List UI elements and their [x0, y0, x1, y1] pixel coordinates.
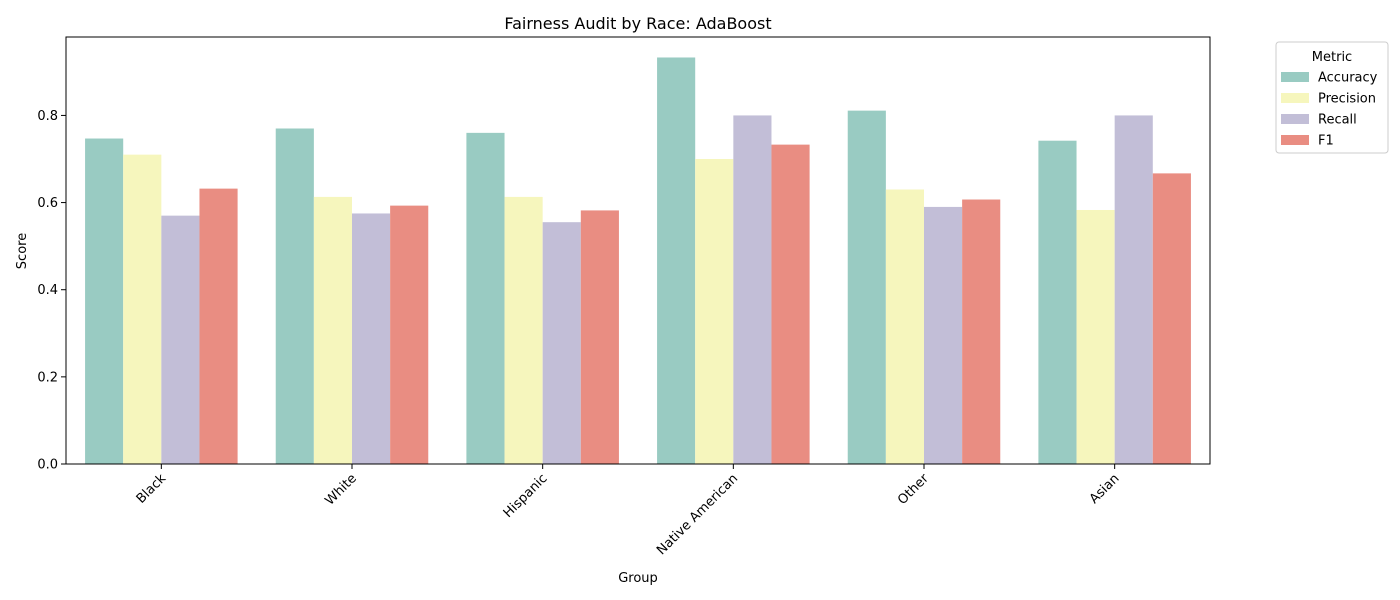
- legend-swatch-precision: [1281, 93, 1309, 103]
- x-tick-label: Asian: [1087, 471, 1123, 507]
- legend-label-recall: Recall: [1318, 113, 1357, 128]
- bar-native-american-precision: [695, 159, 734, 464]
- bar-hispanic-recall: [542, 222, 581, 464]
- bar-asian-accuracy: [1038, 140, 1077, 464]
- bar-hispanic-accuracy: [466, 132, 505, 464]
- x-tick-label: Other: [895, 471, 932, 508]
- legend-items: Accuracy Precision Recall F1: [1281, 71, 1378, 149]
- bar-black-precision: [123, 154, 162, 464]
- legend-swatch-f1: [1281, 135, 1309, 145]
- bar-native-american-recall: [733, 115, 772, 464]
- y-tick-label: 0.8: [37, 109, 58, 124]
- bar-asian-recall: [1114, 115, 1153, 464]
- bar-other-recall: [924, 206, 963, 464]
- bar-black-recall: [161, 215, 200, 464]
- x-axis-label: Group: [618, 571, 658, 586]
- legend-label-f1: F1: [1318, 134, 1334, 149]
- y-axis-label: Score: [15, 233, 30, 269]
- x-tick-label: Black: [134, 471, 170, 507]
- bar-native-american-accuracy: [657, 57, 696, 464]
- y-tick-label: 0.6: [37, 196, 58, 211]
- legend-swatch-accuracy: [1281, 72, 1309, 82]
- y-axis: 0.0 0.2 0.4 0.6 0.8: [37, 109, 66, 473]
- bar-other-precision: [885, 189, 924, 464]
- y-tick-label: 0.0: [37, 458, 58, 473]
- bar-white-recall: [352, 213, 391, 464]
- legend-title: Metric: [1312, 50, 1352, 65]
- legend-label-precision: Precision: [1318, 92, 1376, 107]
- legend-swatch-recall: [1281, 114, 1309, 124]
- x-tick-label: Native American: [654, 471, 741, 558]
- y-tick-label: 0.4: [37, 283, 58, 298]
- bar-hispanic-precision: [504, 196, 543, 464]
- x-tick-label: White: [322, 471, 359, 508]
- legend-label-accuracy: Accuracy: [1318, 71, 1378, 86]
- bar-other-accuracy: [847, 110, 886, 464]
- bar-hispanic-f1: [580, 210, 619, 464]
- bar-native-american-f1: [771, 144, 810, 464]
- bars-layer: [85, 57, 1191, 464]
- plot-frame: [65, 36, 1211, 465]
- bar-black-accuracy: [85, 138, 124, 464]
- chart-title: Fairness Audit by Race: AdaBoost: [504, 14, 771, 33]
- bar-white-f1: [390, 205, 429, 464]
- bar-white-accuracy: [275, 128, 314, 464]
- legend: Metric Accuracy Precision Recall F1: [1275, 41, 1389, 154]
- bar-other-f1: [962, 199, 1001, 464]
- x-tick-label: Hispanic: [501, 471, 551, 521]
- x-axis: Black White Hispanic Native American Other As…: [134, 464, 1123, 558]
- legend-frame: [1275, 41, 1389, 154]
- bar-black-f1: [199, 188, 238, 464]
- bar-white-precision: [313, 196, 352, 464]
- y-tick-label: 0.2: [37, 370, 58, 385]
- bar-asian-f1: [1152, 173, 1191, 464]
- bar-asian-precision: [1076, 209, 1115, 464]
